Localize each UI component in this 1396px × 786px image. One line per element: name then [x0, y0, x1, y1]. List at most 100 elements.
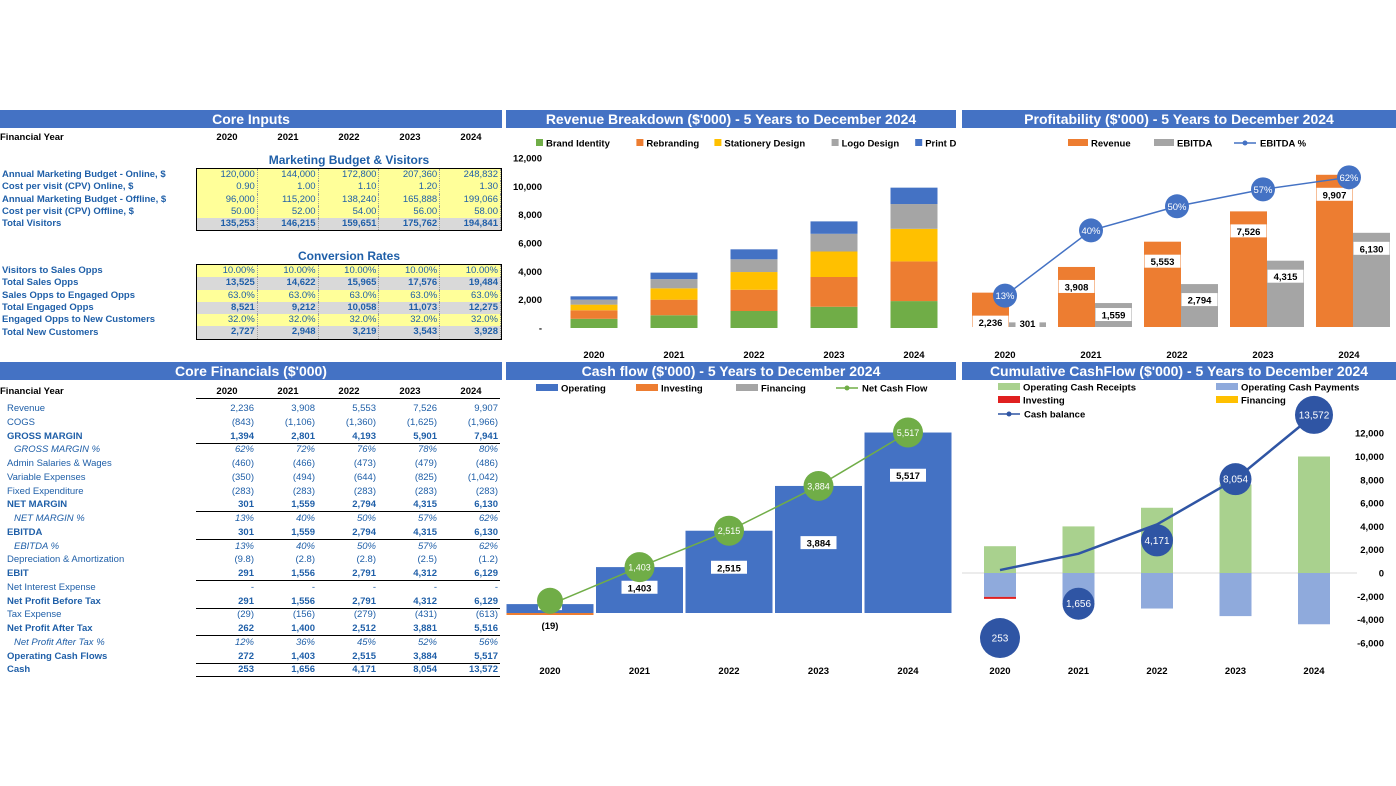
fin-cell: 1,559	[291, 526, 315, 538]
svg-text:Financing: Financing	[761, 384, 806, 395]
fin-cell: 57%	[417, 513, 437, 524]
svg-text:Revenue: Revenue	[1091, 139, 1131, 150]
section-title: Conversion Rates	[297, 249, 401, 263]
svg-text:253: 253	[992, 634, 1009, 645]
revenue-bar-segment	[890, 204, 938, 229]
svg-text:3,884: 3,884	[807, 539, 831, 550]
fin-row-label: NET MARGIN	[7, 499, 68, 511]
x-tick-label: 2024	[1338, 350, 1360, 361]
fin-cell: 2,791	[352, 568, 376, 579]
input-cell: 63.0%	[440, 289, 501, 302]
row-label: Total Engaged Opps	[2, 301, 94, 313]
revenue-breakdown-chart: Brand Identity Rebranding Stationery Desig…	[513, 139, 956, 362]
fin-cell: 1,559	[291, 499, 315, 511]
svg-text:1,403: 1,403	[628, 563, 651, 573]
y-tick-label: 12,000	[1355, 429, 1384, 440]
fin-cell: 272	[238, 650, 254, 662]
input-cell: 120,000	[197, 169, 258, 182]
svg-text:EBITDA %: EBITDA %	[1260, 139, 1307, 150]
fin-cell: 2,791	[352, 595, 376, 607]
fin-cell: (9.8)	[234, 554, 254, 566]
investing-bar	[984, 596, 1016, 599]
x-tick-label: 2022	[1166, 350, 1187, 361]
y-tick-label: -	[539, 324, 542, 335]
data-bubble: 253	[980, 618, 1020, 659]
input-row: 96,000 115,200 138,240 165,888 199,066	[197, 193, 501, 206]
fin-cell: 4,312	[413, 595, 437, 607]
input-cell: 96,000	[197, 193, 258, 206]
fin-cell: 5,517	[474, 650, 498, 662]
fin-row-label: Net Profit After Tax	[7, 623, 93, 634]
x-tick-label: 2023	[1225, 666, 1246, 677]
data-bubble: 57%	[1251, 177, 1275, 202]
row-rule	[196, 676, 500, 678]
row-rule	[196, 442, 500, 444]
x-tick-label: 2024	[897, 666, 919, 677]
data-label: 3,884	[800, 536, 837, 550]
section-title: Marketing Budget & Visitors	[268, 153, 430, 167]
input-cell: 63.0%	[197, 289, 258, 302]
input-cell: 32.0%	[318, 314, 380, 327]
header-rule	[196, 398, 500, 399]
revenue-bar	[1058, 266, 1095, 327]
legend-item: Rebranding	[636, 139, 699, 150]
fin-cell: 36%	[295, 636, 315, 648]
svg-text:1,403: 1,403	[628, 583, 652, 594]
input-row: 32.0% 32.0% 32.0% 32.0% 32.0%	[197, 314, 501, 327]
cumulative-cashflow-chart: Operating Cash Receipts Operating Cash Pa…	[962, 383, 1384, 677]
svg-text:62%: 62%	[1339, 173, 1359, 184]
fin-cell: 72%	[295, 444, 315, 456]
svg-text:5,517: 5,517	[896, 471, 920, 482]
core-inputs-header: Core Inputs	[0, 110, 502, 128]
revenue-bar-segment	[570, 310, 618, 319]
svg-text:Operating Cash Receipts: Operating Cash Receipts	[1023, 383, 1136, 394]
fin-cell: (479)	[414, 458, 437, 469]
data-bubble: 50%	[1165, 194, 1189, 219]
input-cell: 165,888	[379, 193, 441, 206]
fin-cell: 3,908	[291, 403, 315, 414]
fin-cell: 13,572	[468, 664, 498, 676]
fin-row-label: COGS	[7, 416, 35, 428]
operating-bar	[864, 432, 952, 613]
data-label: 9,907	[1316, 187, 1353, 201]
payments-bar	[1219, 573, 1252, 617]
data-label: 7,526	[1230, 224, 1267, 238]
legend-item: EBITDA	[1154, 139, 1213, 150]
svg-text:Investing: Investing	[1023, 396, 1065, 407]
fin-cell: 8,054	[413, 664, 437, 676]
y-tick-label: 4,000	[518, 267, 542, 278]
fin-cell: (350)	[231, 471, 254, 483]
input-cell: 3,928	[440, 326, 501, 339]
input-cell: 50.00	[197, 205, 258, 219]
svg-text:Operating: Operating	[561, 384, 606, 395]
data-bubble: 8,054	[1219, 463, 1252, 496]
svg-text:3,884: 3,884	[807, 481, 830, 491]
data-bubble: 13,572	[1295, 395, 1333, 434]
input-row: 10.00% 10.00% 10.00% 10.00% 10.00%	[197, 265, 501, 278]
legend-item: Print Design	[915, 139, 956, 150]
input-cell: 175,762	[379, 218, 441, 231]
x-tick-label: 2024	[1303, 666, 1325, 677]
revenue-bar-segment	[890, 187, 938, 205]
fin-cell: 9,907	[474, 403, 498, 414]
revenue-bar-segment	[650, 299, 698, 316]
row-label: Engaged Opps to New Customers	[2, 314, 156, 326]
receipts-bar	[1219, 484, 1252, 573]
svg-text:Cash balance: Cash balance	[1024, 410, 1085, 421]
fin-row-label: NET MARGIN %	[14, 513, 85, 524]
fin-cell: -	[433, 581, 437, 593]
svg-text:Net Cash Flow: Net Cash Flow	[862, 384, 928, 395]
input-cell: 63.0%	[379, 289, 441, 302]
fin-cell: 40%	[295, 513, 315, 524]
input-row: 13,525 14,622 15,965 17,576 19,484	[197, 277, 501, 290]
y-tick-label: 6,000	[518, 239, 542, 250]
fin-cell: (1,625)	[406, 416, 437, 428]
data-label: 2,794	[1181, 293, 1218, 307]
input-cell: 14,622	[257, 277, 319, 290]
fin-cell: -	[372, 581, 376, 593]
cumulative-chart-header: Cumulative CashFlow ($'000) - 5 Years to…	[962, 362, 1396, 380]
input-row: 135,253 146,215 159,651 175,762 194,841	[197, 218, 501, 231]
legend-item: Financing	[736, 384, 806, 395]
y-tick-label: 12,000	[513, 154, 542, 165]
fin-cell: 2,515	[352, 650, 376, 662]
